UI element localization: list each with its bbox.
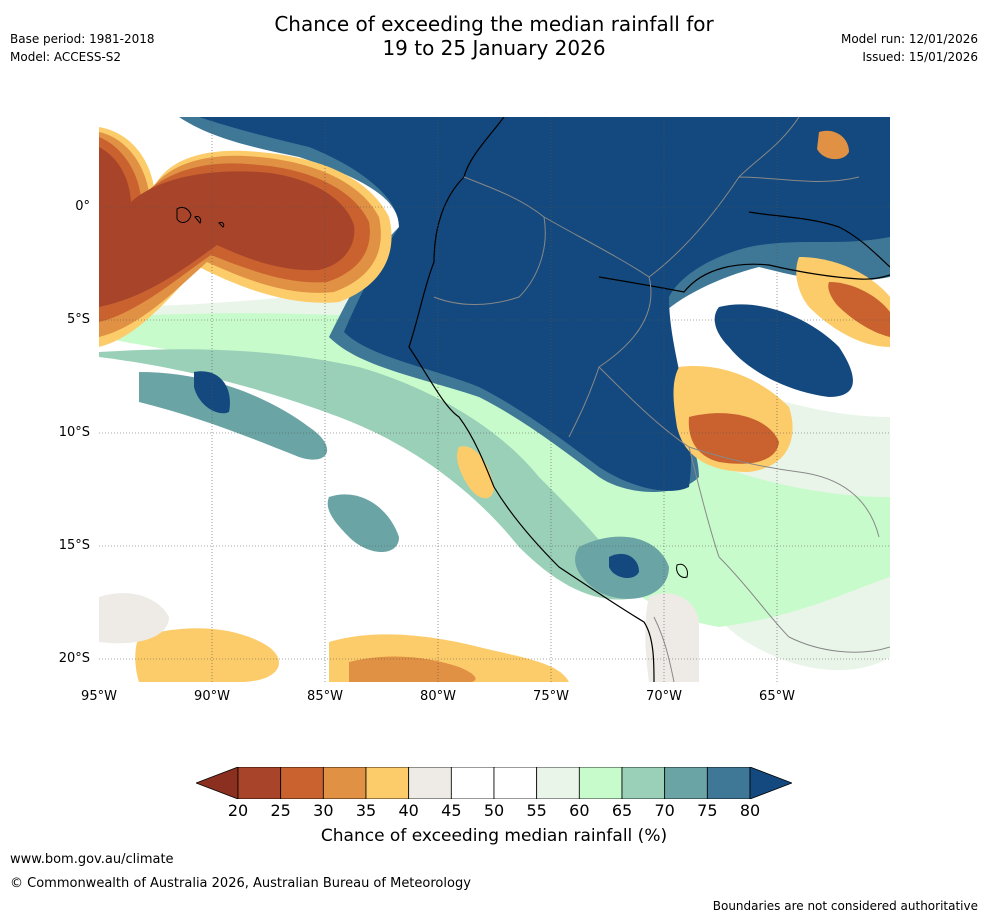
lat-label-5s: 5°S — [66, 312, 90, 327]
footer-copyright: © Commonwealth of Australia 2026, Austra… — [10, 876, 471, 891]
lon-label-95w: 95°W — [81, 689, 117, 704]
region-70-75 — [139, 372, 328, 460]
coastline-south-america — [408, 117, 655, 682]
colorbar-tick-label: 40 — [398, 801, 419, 820]
colorbar-tick-label: 30 — [313, 801, 334, 820]
colorbar-segment — [322, 767, 367, 799]
region-70-75-b — [327, 494, 399, 552]
region-30-35-south — [349, 656, 476, 682]
colorbar-tick-label: 65 — [611, 801, 633, 820]
model-text: Model: ACCESS-S2 — [10, 50, 122, 64]
lon-label-75w: 75°W — [533, 689, 569, 704]
colorbar-tick-label: 20 — [227, 801, 249, 820]
galapagos-islands — [176, 206, 225, 228]
lon-label-85w: 85°W — [307, 689, 343, 704]
colorbar-tick-label: 55 — [526, 801, 547, 820]
map-title: Chance of exceeding the median rainfall … — [0, 12, 988, 60]
region-35-40-mid — [457, 446, 494, 499]
colorbar-segment — [578, 767, 623, 799]
meta-left: Base period: 1981-2018 Model: ACCESS-S2 — [10, 30, 155, 66]
lat-label-10s: 10°S — [58, 425, 90, 440]
rainfall-map — [99, 117, 890, 682]
model-run-text: Model run: 12/01/2026 — [840, 32, 978, 46]
region-over-80-main — [199, 117, 890, 491]
region-over-80-west — [194, 371, 230, 414]
country-boundaries — [433, 117, 890, 682]
base-period-text: Base period: 1981-2018 — [10, 32, 155, 46]
lon-label-65w: 65°W — [759, 689, 795, 704]
colorbar-segment — [621, 767, 666, 799]
region-60-65 — [99, 313, 890, 627]
colorbar-over-triangle — [749, 767, 792, 799]
lat-label-15s: 15°S — [58, 538, 90, 553]
region-40-45-south — [99, 593, 169, 644]
meta-right: Model run: 12/01/2026 Issued: 15/01/2026 — [841, 30, 978, 66]
colorbar-tick-label: 75 — [697, 801, 718, 820]
lake-titicaca — [676, 563, 688, 578]
colorbar-title: Chance of exceeding median rainfall (%) — [320, 826, 668, 846]
colorbar-segment — [664, 767, 708, 799]
colorbar-tick-label: 60 — [569, 801, 590, 820]
colorbar-segment — [365, 767, 410, 799]
colorbar — [196, 767, 792, 799]
lat-label-0: 0° — [75, 199, 90, 214]
colorbar-segment — [408, 767, 452, 799]
region-35-40-south — [135, 628, 279, 682]
map-gridlines — [99, 117, 890, 682]
colorbar-tick-label: 35 — [355, 801, 377, 820]
region-over-80-east — [714, 304, 853, 397]
region-over-80-south — [609, 553, 639, 579]
lon-label-90w: 90°W — [194, 689, 230, 704]
coastline-amazon — [598, 263, 890, 293]
lat-label-20s: 20°S — [58, 651, 90, 666]
colorbar-tick-label: 80 — [739, 801, 761, 820]
region-30-35-ne-top — [817, 130, 849, 160]
colorbar-segment — [237, 767, 282, 799]
colorbar-tick-label: 70 — [654, 801, 675, 820]
colorbar-tick-label: 50 — [483, 801, 505, 820]
footer-disclaimer: Boundaries are not considered authoritat… — [712, 899, 978, 913]
colorbar-tick-label: 45 — [441, 801, 462, 820]
colorbar-segment — [450, 767, 495, 799]
footer-url: www.bom.gov.au/climate — [10, 852, 174, 867]
title-line-2: 19 to 25 January 2026 — [382, 36, 606, 60]
lon-label-80w: 80°W — [420, 689, 456, 704]
region-25-30-east — [688, 413, 779, 464]
title-line-1: Chance of exceeding the median rainfall … — [274, 12, 714, 36]
region-40-45-sw — [645, 593, 699, 682]
colorbar-tick-label: 25 — [270, 801, 291, 820]
region-25-30-ne — [828, 282, 890, 337]
colorbar-segment — [493, 767, 538, 799]
issued-text: Issued: 15/01/2026 — [862, 50, 978, 64]
coastline-north — [748, 211, 890, 268]
region-under-20-nw — [99, 147, 355, 307]
colorbar-segment — [280, 767, 324, 799]
colorbar-segment — [536, 767, 580, 799]
colorbar-under-triangle — [196, 767, 239, 799]
colorbar-segment — [706, 767, 751, 799]
lon-label-70w: 70°W — [646, 689, 682, 704]
